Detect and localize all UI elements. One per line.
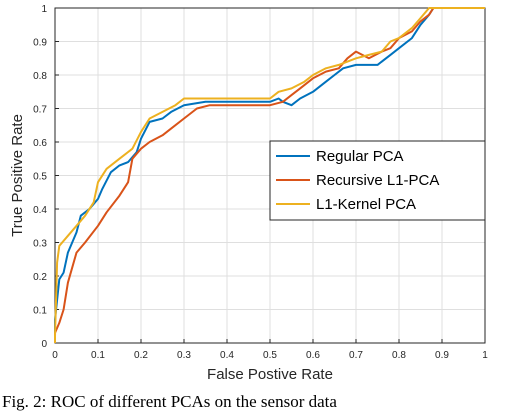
x-tick-label: 0.6 bbox=[306, 350, 320, 361]
y-tick-label: 1 bbox=[41, 4, 47, 15]
series-lines bbox=[54, 7, 485, 343]
x-tick-label: 0.1 bbox=[91, 350, 105, 361]
figure-caption: Fig. 2: ROC of different PCAs on the sen… bbox=[2, 392, 337, 411]
y-axis-label: True Positive Rate bbox=[9, 114, 26, 237]
y-tick-label: 0.1 bbox=[33, 306, 47, 317]
series-line-recursive-l1-pca bbox=[54, 7, 485, 343]
y-tick-label: 0.7 bbox=[33, 105, 47, 116]
legend-label: Regular PCA bbox=[316, 148, 404, 165]
x-tick-label: 0.4 bbox=[220, 350, 234, 361]
x-tick-label: 0.2 bbox=[134, 350, 148, 361]
x-tick-label: 0.8 bbox=[392, 350, 406, 361]
x-tick-label: 0 bbox=[52, 350, 58, 361]
ticks: 0 0.1 0.2 0.3 0.4 0.5 0.6 0.7 0.8 0.9 1 0 0.1 0.2 0.3 0… bbox=[33, 4, 488, 361]
x-axis-label: False Postive Rate bbox=[207, 366, 333, 383]
x-tick-label: 0.9 bbox=[435, 350, 449, 361]
x-tick-label: 1 bbox=[482, 350, 488, 361]
roc-chart: 0 0.1 0.2 0.3 0.4 0.5 0.6 0.7 0.8 0.9 1 0 0.1 0.2 0.3 0… bbox=[9, 4, 488, 383]
x-tick-label: 0.7 bbox=[349, 350, 363, 361]
y-tick-label: 0.8 bbox=[33, 71, 47, 82]
y-tick-label: 0.9 bbox=[33, 38, 47, 49]
x-tick-label: 0.5 bbox=[263, 350, 277, 361]
legend: Regular PCA Recursive L1-PCA L1-Kernel PCA bbox=[269, 140, 486, 221]
series-line-l1-kernel-pca bbox=[54, 7, 485, 343]
legend-label: L1-Kernel PCA bbox=[316, 196, 416, 213]
x-tick-label: 0.3 bbox=[177, 350, 191, 361]
y-tick-label: 0.2 bbox=[33, 272, 47, 283]
y-tick-label: 0 bbox=[41, 339, 47, 350]
series-line-regular-pca bbox=[54, 7, 485, 343]
legend-label: Recursive L1-PCA bbox=[316, 172, 439, 189]
y-tick-label: 0.3 bbox=[33, 239, 47, 250]
y-tick-label: 0.4 bbox=[33, 205, 47, 216]
y-tick-label: 0.6 bbox=[33, 138, 47, 149]
y-tick-label: 0.5 bbox=[33, 172, 47, 183]
